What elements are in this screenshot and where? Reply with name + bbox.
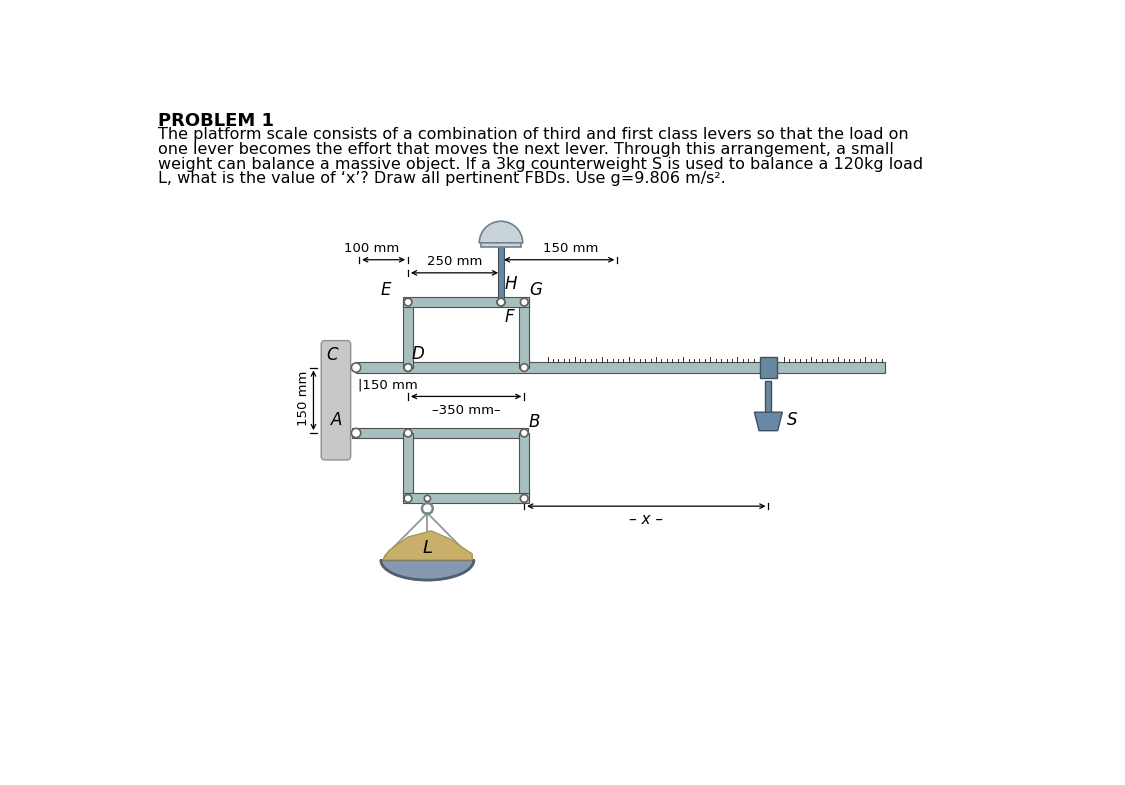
Text: G: G	[529, 281, 542, 299]
Bar	[497, 244, 504, 302]
Bar	[403, 433, 413, 498]
Text: |150 mm: |150 mm	[358, 379, 417, 392]
Text: –350 mm–: –350 mm–	[432, 404, 501, 417]
Text: The platform scale consists of a combination of third and first class levers so : The platform scale consists of a combina…	[158, 127, 908, 142]
FancyBboxPatch shape	[322, 341, 351, 460]
Text: H: H	[505, 275, 518, 293]
Bar	[480, 239, 521, 246]
Text: 150 mm: 150 mm	[543, 242, 598, 255]
Polygon shape	[382, 531, 472, 560]
Circle shape	[404, 495, 412, 502]
Bar	[357, 362, 884, 373]
Text: – x –: – x –	[629, 513, 664, 528]
Text: B: B	[528, 414, 540, 432]
Polygon shape	[381, 560, 474, 580]
Circle shape	[404, 429, 412, 436]
Bar	[403, 302, 413, 367]
Circle shape	[351, 363, 361, 372]
Text: weight can balance a massive object. If a 3kg counterweight S is used to balance: weight can balance a massive object. If …	[158, 156, 922, 172]
Circle shape	[521, 495, 528, 502]
Text: S: S	[788, 411, 798, 429]
Text: 150 mm: 150 mm	[297, 371, 310, 426]
Polygon shape	[755, 412, 782, 431]
Circle shape	[521, 363, 528, 371]
Text: PROBLEM 1: PROBLEM 1	[158, 112, 273, 130]
Bar	[352, 428, 528, 438]
Circle shape	[404, 363, 412, 371]
Circle shape	[497, 298, 505, 306]
Text: one lever becomes the effort that moves the next lever. Through this arrangement: one lever becomes the effort that moves …	[158, 142, 893, 157]
Bar	[520, 433, 529, 498]
Circle shape	[424, 495, 431, 502]
Bar	[759, 356, 777, 378]
Text: A: A	[331, 411, 342, 429]
Text: E: E	[380, 281, 391, 299]
Text: L, what is the value of ‘x’? Draw all pertinent FBDs. Use g=9.806 m/s².: L, what is the value of ‘x’? Draw all pe…	[158, 171, 726, 186]
Circle shape	[497, 298, 505, 306]
Text: L: L	[422, 539, 432, 557]
Bar	[520, 302, 529, 367]
Bar	[403, 494, 529, 503]
Text: 250 mm: 250 mm	[426, 255, 483, 268]
Wedge shape	[479, 221, 523, 243]
Text: 100 mm: 100 mm	[343, 242, 399, 255]
Text: F: F	[504, 309, 514, 327]
Circle shape	[404, 298, 412, 306]
Circle shape	[521, 429, 528, 436]
Bar	[765, 381, 772, 416]
Text: D: D	[411, 345, 424, 363]
Text: C: C	[326, 345, 338, 363]
Circle shape	[351, 429, 361, 437]
Bar	[403, 297, 529, 307]
Circle shape	[404, 363, 412, 371]
Circle shape	[521, 298, 528, 306]
